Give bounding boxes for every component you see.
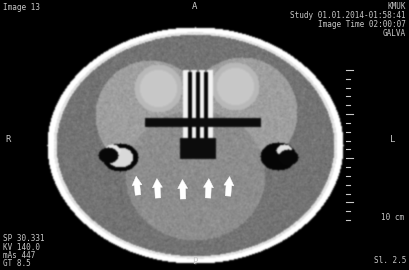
FancyArrow shape (178, 180, 188, 199)
Text: KV 140.0: KV 140.0 (3, 242, 40, 251)
Text: Sl. 2.5: Sl. 2.5 (374, 256, 406, 265)
FancyArrow shape (153, 178, 162, 198)
Text: Study 01.01.2014-01:58:41: Study 01.01.2014-01:58:41 (290, 11, 406, 20)
Text: GALVA: GALVA (383, 29, 406, 38)
Text: L: L (390, 136, 396, 144)
Text: R: R (5, 136, 10, 144)
Text: GT 8.5: GT 8.5 (3, 259, 31, 268)
FancyArrow shape (132, 176, 142, 195)
Text: mAs 447: mAs 447 (3, 251, 35, 260)
Text: Image 13: Image 13 (3, 3, 40, 12)
FancyArrow shape (224, 177, 234, 196)
FancyArrow shape (203, 178, 213, 198)
Text: 10 cm: 10 cm (381, 213, 404, 222)
Text: KMUK: KMUK (387, 2, 406, 11)
Text: Image Time 02:00:07: Image Time 02:00:07 (318, 20, 406, 29)
Text: A: A (192, 2, 198, 11)
Text: SP 30.331: SP 30.331 (3, 234, 45, 243)
Text: P: P (192, 257, 198, 266)
